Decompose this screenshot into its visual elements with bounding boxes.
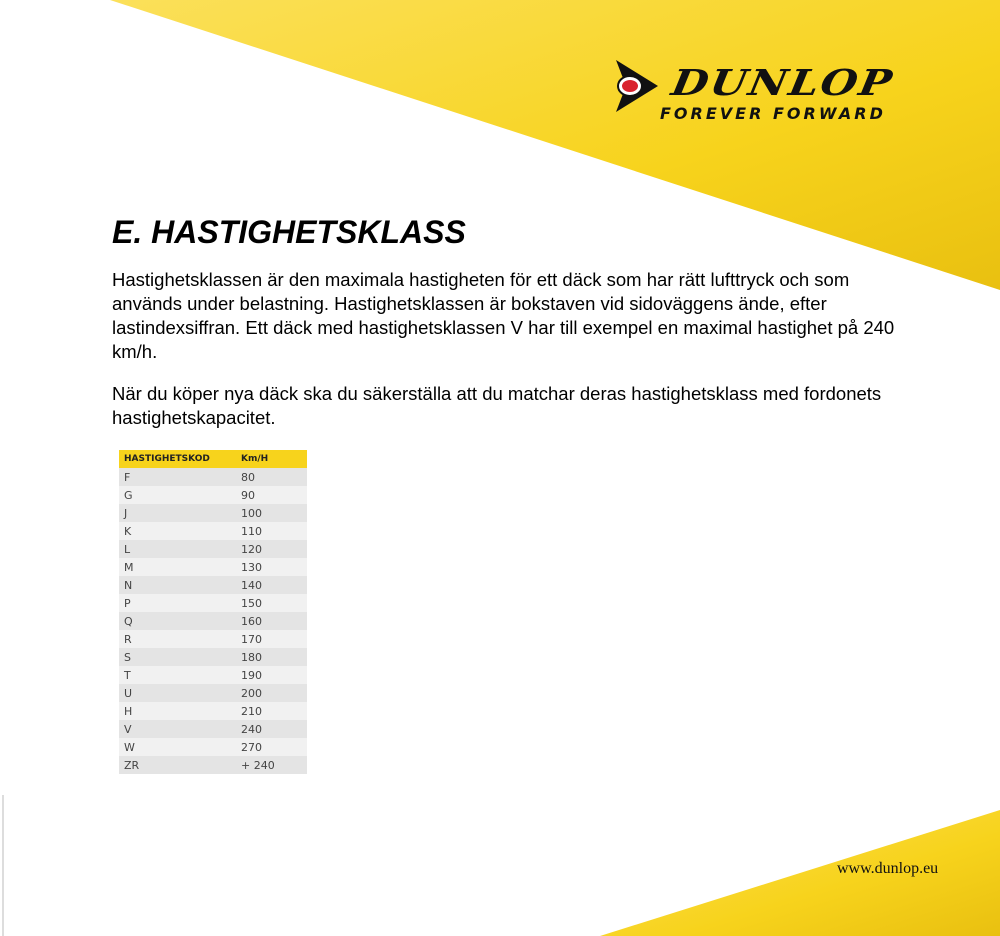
speed-code: W xyxy=(119,738,236,756)
speed-code: R xyxy=(119,630,236,648)
table-row: N 140 xyxy=(119,576,307,594)
speed-code: F xyxy=(119,468,236,486)
speed-kmh: + 240 xyxy=(236,756,307,774)
table-row: P 150 xyxy=(119,594,307,612)
table-row: R 170 xyxy=(119,630,307,648)
speed-kmh: 110 xyxy=(236,522,307,540)
speed-kmh: 200 xyxy=(236,684,307,702)
paragraph-description: Hastighetsklassen är den maximala hastig… xyxy=(112,269,895,362)
speed-kmh: 270 xyxy=(236,738,307,756)
page-title: E. HASTIGHETSKLASS xyxy=(112,214,466,250)
table-row: F 80 xyxy=(119,468,307,486)
dunlop-logo: DUNLOP FOREVER FORWARD xyxy=(612,58,952,128)
speed-code: P xyxy=(119,594,236,612)
speed-code: ZR xyxy=(119,756,236,774)
speed-code: N xyxy=(119,576,236,594)
header-code: HASTIGHETSKOD xyxy=(119,450,236,468)
table-row: H 210 xyxy=(119,702,307,720)
speed-kmh: 140 xyxy=(236,576,307,594)
speed-code: V xyxy=(119,720,236,738)
speed-code: J xyxy=(119,504,236,522)
table-row: K 110 xyxy=(119,522,307,540)
speed-code: H xyxy=(119,702,236,720)
speed-kmh: 90 xyxy=(236,486,307,504)
table-row: G 90 xyxy=(119,486,307,504)
speed-code: M xyxy=(119,558,236,576)
speed-code: Q xyxy=(119,612,236,630)
header-kmh: Km/H xyxy=(236,450,307,468)
table-row: T 190 xyxy=(119,666,307,684)
speed-code: S xyxy=(119,648,236,666)
speed-kmh: 180 xyxy=(236,648,307,666)
table-row: U 200 xyxy=(119,684,307,702)
table-row: ZR + 240 xyxy=(119,756,307,774)
table-row: S 180 xyxy=(119,648,307,666)
table-row: Q 160 xyxy=(119,612,307,630)
speed-kmh: 130 xyxy=(236,558,307,576)
table-row: M 130 xyxy=(119,558,307,576)
speed-kmh: 190 xyxy=(236,666,307,684)
speed-code: G xyxy=(119,486,236,504)
footer-url: www.dunlop.eu xyxy=(837,860,939,877)
table-row: J 100 xyxy=(119,504,307,522)
paragraph-advice: När du köper nya däck ska du säkerställa… xyxy=(112,383,882,428)
speed-class-table: HASTIGHETSKOD Km/H F 80 G 90 J 100 K 110 L 120 M 13… xyxy=(119,450,307,774)
speed-kmh: 150 xyxy=(236,594,307,612)
speed-code: U xyxy=(119,684,236,702)
speed-kmh: 100 xyxy=(236,504,307,522)
speed-code: L xyxy=(119,540,236,558)
bottom-yellow-band xyxy=(600,810,1000,936)
speed-kmh: 120 xyxy=(236,540,307,558)
top-yellow-band xyxy=(110,0,1000,290)
logo-brand: DUNLOP xyxy=(668,61,897,104)
dunlop-flying-d-icon xyxy=(616,60,658,112)
table-row: V 240 xyxy=(119,720,307,738)
speed-code: K xyxy=(119,522,236,540)
speed-kmh: 80 xyxy=(236,468,307,486)
speed-kmh: 160 xyxy=(236,612,307,630)
table-row: L 120 xyxy=(119,540,307,558)
speed-code: T xyxy=(119,666,236,684)
speed-kmh: 170 xyxy=(236,630,307,648)
speed-kmh: 240 xyxy=(236,720,307,738)
table-row: W 270 xyxy=(119,738,307,756)
speed-kmh: 210 xyxy=(236,702,307,720)
logo-tagline: FOREVER FORWARD xyxy=(660,104,886,123)
